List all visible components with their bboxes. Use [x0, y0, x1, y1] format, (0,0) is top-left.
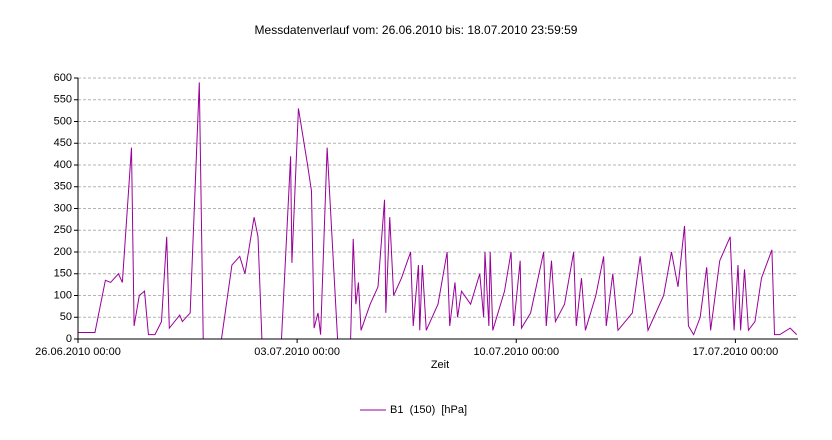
y-tick-label: 500	[54, 115, 72, 127]
y-tick-label: 450	[54, 137, 72, 149]
y-tick-label: 0	[66, 333, 72, 345]
chart-title: Messdatenverlauf vom: 26.06.2010 bis: 18…	[255, 23, 578, 37]
y-tick-label: 150	[54, 268, 72, 280]
y-tick-label: 400	[54, 159, 72, 171]
x-tick-label: 26.06.2010 00:00	[35, 346, 121, 358]
x-axis-label: Zeit	[431, 359, 449, 371]
y-tick-label: 600	[54, 72, 72, 84]
x-tick-label: 03.07.2010 00:00	[254, 346, 340, 358]
y-tick-label: 300	[54, 202, 72, 214]
legend-label: B1 (150) [hPa]	[390, 404, 467, 416]
y-tick-label: 350	[54, 181, 72, 193]
x-tick-label: 17.07.2010 00:00	[693, 346, 779, 358]
y-tick-label: 200	[54, 246, 72, 258]
axes: 0 50 100 150 200 250 300 350 400 450 500 550 600 26.0…	[35, 72, 798, 358]
y-tick-label: 50	[60, 311, 72, 323]
x-tick-label: 10.07.2010 00:00	[473, 346, 559, 358]
y-tick-label: 250	[54, 224, 72, 236]
legend: B1 (150) [hPa]	[360, 404, 467, 416]
y-tick-label: 100	[54, 289, 72, 301]
y-tick-label: 550	[54, 94, 72, 106]
